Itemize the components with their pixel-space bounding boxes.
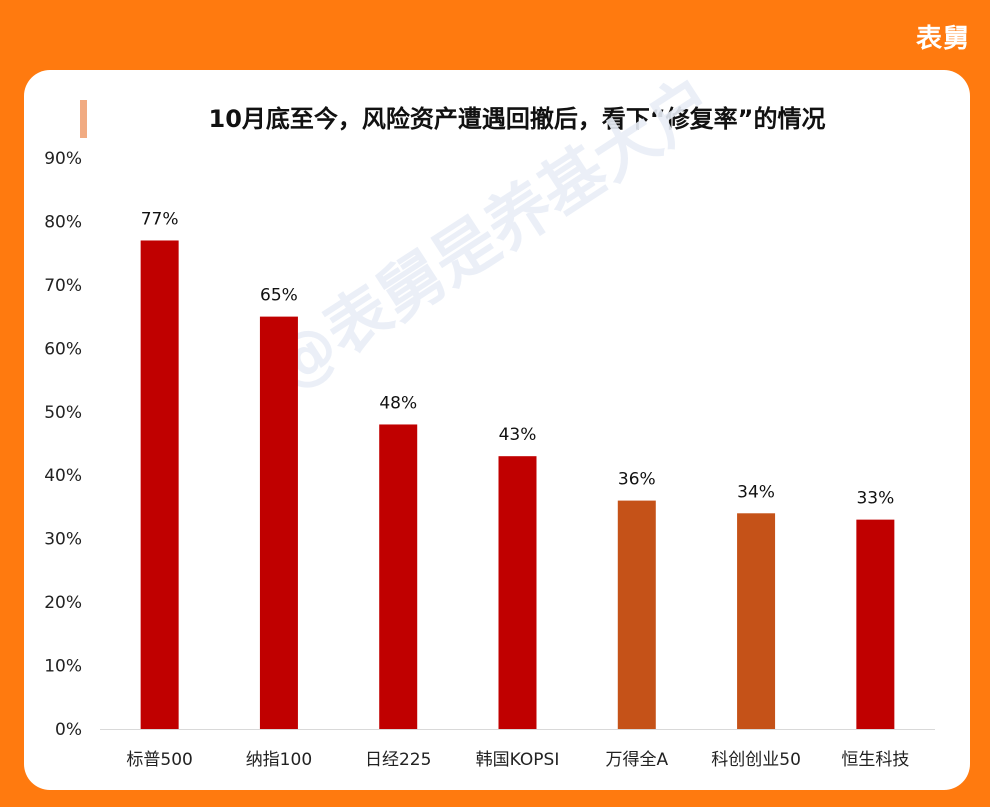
bars: 77% 标普500 65% 纳指100 48% 日经225 43% 韩国KOPSI 36% 万得全… <box>126 209 909 770</box>
bar <box>140 240 179 729</box>
title-accent-bar <box>80 100 87 138</box>
bar <box>856 519 895 729</box>
x-category-label: 恒生科技 <box>841 750 909 770</box>
y-tick-label: 40% <box>44 466 82 486</box>
bar <box>379 424 418 729</box>
chart-card: 10月底至今，风险资产遭遇回撤后，看下“修复率”的情况 <box>24 70 970 790</box>
y-tick-label: 50% <box>44 403 82 423</box>
chart-title: 10月底至今，风险资产遭遇回撤后，看下“修复率”的情况 <box>208 105 826 133</box>
y-tick-label: 30% <box>44 530 82 550</box>
x-category-label: 日经225 <box>365 750 431 770</box>
bar <box>498 456 537 729</box>
bar <box>259 316 298 729</box>
brand-logo: 表舅 <box>915 24 970 54</box>
x-category-label: 韩国KOPSI <box>476 750 560 770</box>
x-category-label: 万得全A <box>605 750 668 770</box>
x-category-label: 科创创业50 <box>711 750 801 770</box>
bar-value-label: 43% <box>499 425 537 445</box>
x-category-label: 标普500 <box>126 750 192 770</box>
bar <box>737 513 776 729</box>
y-tick-label: 90% <box>44 149 82 169</box>
bar-value-label: 48% <box>379 393 417 413</box>
bar-value-label: 65% <box>260 286 298 306</box>
y-tick-label: 10% <box>44 657 82 677</box>
y-tick-label: 80% <box>44 212 82 232</box>
y-tick-label: 60% <box>44 339 82 359</box>
bar-value-label: 77% <box>141 209 179 229</box>
x-category-label: 纳指100 <box>246 750 312 770</box>
bar-value-label: 36% <box>618 470 656 490</box>
y-axis: 0% 10% 20% 30% 40% 50% 60% 70% 80% 90% <box>44 149 82 740</box>
y-tick-label: 20% <box>44 593 82 613</box>
y-tick-label: 0% <box>55 720 82 740</box>
bar-value-label: 34% <box>737 482 775 502</box>
bar <box>617 500 656 729</box>
bar-value-label: 33% <box>856 489 894 509</box>
y-tick-label: 70% <box>44 276 82 296</box>
